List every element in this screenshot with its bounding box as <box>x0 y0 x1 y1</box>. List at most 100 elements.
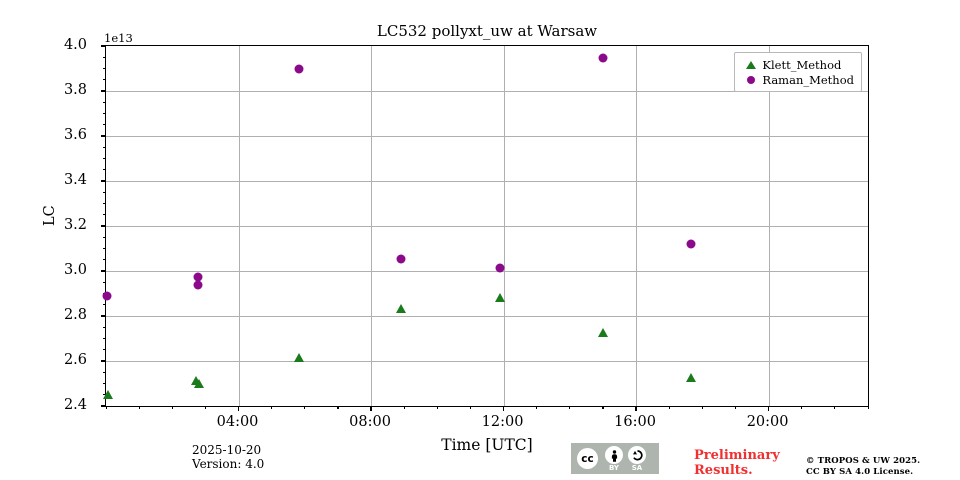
cc-sa-label: SA <box>631 464 643 472</box>
x-axis-minor-tick <box>734 406 737 409</box>
x-axis-tick <box>237 406 240 411</box>
x-axis-minor-tick <box>171 406 173 409</box>
y-axis-minor-tick <box>103 214 106 216</box>
x-axis-minor-tick <box>271 406 273 409</box>
data-point-klett-method <box>685 372 696 382</box>
cc-by-label: BY <box>608 464 620 472</box>
y-axis-tick-label: 3.4 <box>63 172 87 188</box>
y-axis-minor-tick <box>103 304 106 306</box>
y-axis-tick <box>101 270 106 272</box>
data-point-raman-method <box>686 239 696 249</box>
y-axis-minor-tick <box>103 383 106 385</box>
y-axis-minor-tick <box>103 56 106 58</box>
y-axis-minor-tick <box>103 248 106 250</box>
data-point-klett-method <box>494 293 505 303</box>
x-axis-minor-tick <box>105 406 107 409</box>
x-axis-tick-label: 04:00 <box>216 414 259 430</box>
y-axis-minor-tick <box>103 281 106 283</box>
x-axis-tick-label: 08:00 <box>349 414 391 430</box>
data-point-raman-method <box>193 272 203 282</box>
x-axis-minor-tick <box>403 406 405 409</box>
y-axis-minor-tick <box>103 101 106 103</box>
y-axis-tick <box>101 135 106 137</box>
legend-item-label: Klett_Method <box>762 57 842 72</box>
y-axis-minor-tick <box>103 79 106 81</box>
x-axis-minor-tick <box>569 406 571 409</box>
gridline-horizontal <box>106 271 868 272</box>
y-axis-tick <box>101 45 106 47</box>
y-axis-tick-label: 2.8 <box>63 307 87 323</box>
y-axis-tick-label: 3.6 <box>63 127 87 143</box>
footer-version: Version: 4.0 <box>192 457 265 471</box>
cc-logo-icon: cc <box>577 448 598 469</box>
y-axis-minor-tick <box>103 349 106 351</box>
preliminary-line-2: Results. <box>694 463 753 478</box>
x-axis-tick <box>370 406 372 411</box>
x-axis-minor-tick <box>138 406 140 409</box>
y-axis-minor-tick <box>103 371 106 373</box>
cc-sa-sharealike-icon <box>628 446 646 464</box>
y-axis-minor-tick <box>103 113 106 115</box>
data-point-raman-method <box>396 254 406 264</box>
legend-marker-circle-icon <box>740 75 762 84</box>
preliminary-line-1: Preliminary <box>694 448 780 463</box>
x-axis-minor-tick <box>602 406 604 409</box>
y-axis-tick <box>101 90 106 92</box>
data-point-raman-method <box>294 64 304 73</box>
y-axis-tick-label: 2.4 <box>63 397 87 413</box>
x-axis-tick <box>502 406 505 411</box>
data-point-klett-method <box>597 327 608 337</box>
y-axis-tick <box>101 180 106 182</box>
preliminary-results-notice: Preliminary Results. <box>694 448 780 478</box>
legend-marker-triangle-icon <box>740 60 762 69</box>
y-axis-minor-tick <box>103 338 106 340</box>
legend-item[interactable]: Klett_Method <box>740 57 854 72</box>
x-axis-minor-tick <box>536 406 538 409</box>
legend-item-label: Raman_Method <box>762 72 854 87</box>
y-axis-tick-label: 2.6 <box>63 352 87 368</box>
cc-license-badge: cc BY SA <box>571 443 659 474</box>
data-point-raman-method <box>102 291 112 301</box>
x-axis-minor-tick <box>834 406 836 409</box>
y-axis-offset-label: 1e13 <box>104 31 133 45</box>
plot-area: Klett_Method Raman_Method <box>101 45 869 411</box>
x-axis-minor-tick <box>337 406 339 409</box>
data-point-klett-method <box>102 389 113 399</box>
footer-date: 2025-10-20 <box>192 443 262 457</box>
x-axis-label: Time [UTC] <box>441 436 533 454</box>
data-point-raman-method <box>495 263 505 273</box>
y-axis-minor-tick <box>103 169 106 171</box>
gridline-horizontal <box>106 136 868 137</box>
data-point-raman-method <box>193 280 203 289</box>
y-axis-label: LC <box>42 205 58 226</box>
x-axis-minor-tick <box>668 406 670 409</box>
y-axis-tick-label: 3.2 <box>63 217 87 233</box>
copyright-line-1: © TROPOS & UW 2025. <box>806 456 921 466</box>
y-axis-minor-tick <box>103 191 106 193</box>
data-point-klett-method <box>293 352 304 362</box>
chart-title: LC532 pollyxt_uw at Warsaw <box>376 22 598 40</box>
y-axis-minor-tick <box>103 68 106 70</box>
gridline-vertical <box>768 46 770 406</box>
y-axis-minor-tick <box>103 146 106 148</box>
data-point-klett-method <box>395 304 406 314</box>
y-axis-minor-tick <box>103 326 106 328</box>
x-axis-tick <box>768 406 770 411</box>
x-axis-tick-label: 12:00 <box>481 414 524 430</box>
gridline-horizontal <box>106 91 868 92</box>
x-axis-minor-tick <box>304 406 306 409</box>
gridline-horizontal <box>106 181 868 182</box>
footer-date-version: 2025-10-20 Version: 4.0 <box>192 443 264 471</box>
y-axis-tick <box>101 315 106 317</box>
x-axis-minor-tick <box>801 406 803 409</box>
x-axis-tick-label: 16:00 <box>614 414 656 430</box>
y-axis-tick-label: 4.0 <box>63 37 87 53</box>
copyright-line-2: CC BY SA 4.0 License. <box>806 467 914 477</box>
data-point-raman-method <box>598 53 608 63</box>
gridline-vertical <box>636 46 638 406</box>
legend-item[interactable]: Raman_Method <box>740 72 854 87</box>
y-axis-tick <box>101 405 106 407</box>
gridline-vertical <box>238 46 240 406</box>
x-axis-minor-tick <box>469 406 472 409</box>
